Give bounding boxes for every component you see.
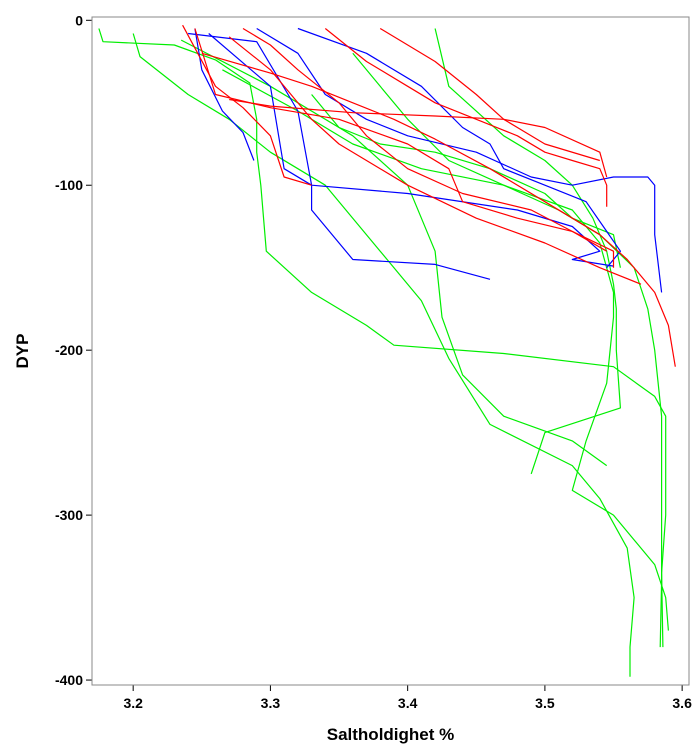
y-axis-tick-label: -300 [55, 507, 83, 523]
series-line-9 [208, 33, 491, 280]
series-line-4 [222, 69, 669, 631]
y-axis-tick-label: -100 [55, 177, 83, 193]
x-axis-tick-label: 3.5 [535, 695, 555, 711]
x-axis-title: Saltholdighet % [327, 725, 455, 744]
x-axis-tick-label: 3.2 [123, 695, 143, 711]
x-axis-tick-label: 3.3 [261, 695, 281, 711]
series-line-17 [201, 52, 676, 367]
series-line-12 [297, 27, 622, 269]
plot-area-frame [91, 16, 690, 686]
axis-layer: 3.2 3.3 3.4 3.5 3.6 0 -100 -200 -300 -400 [55, 12, 692, 711]
x-axis-tick-label: 3.6 [672, 695, 692, 711]
y-axis-tick-label: -200 [55, 342, 83, 358]
series-line-19 [229, 98, 608, 178]
series-line-20 [379, 27, 600, 162]
series-line-1 [98, 28, 667, 648]
x-axis-tick-label: 3.4 [398, 695, 418, 711]
series-line-16 [228, 36, 642, 285]
series-layer [98, 24, 676, 677]
y-axis-tick-label: -400 [55, 672, 83, 688]
series-line-18 [324, 28, 608, 207]
y-axis-tick-label: 0 [75, 12, 83, 28]
series-line-15 [242, 27, 615, 268]
series-line-3 [180, 39, 608, 467]
y-axis-title: DYP [13, 334, 32, 369]
series-line-11 [256, 27, 663, 293]
series-line-2 [132, 33, 635, 677]
